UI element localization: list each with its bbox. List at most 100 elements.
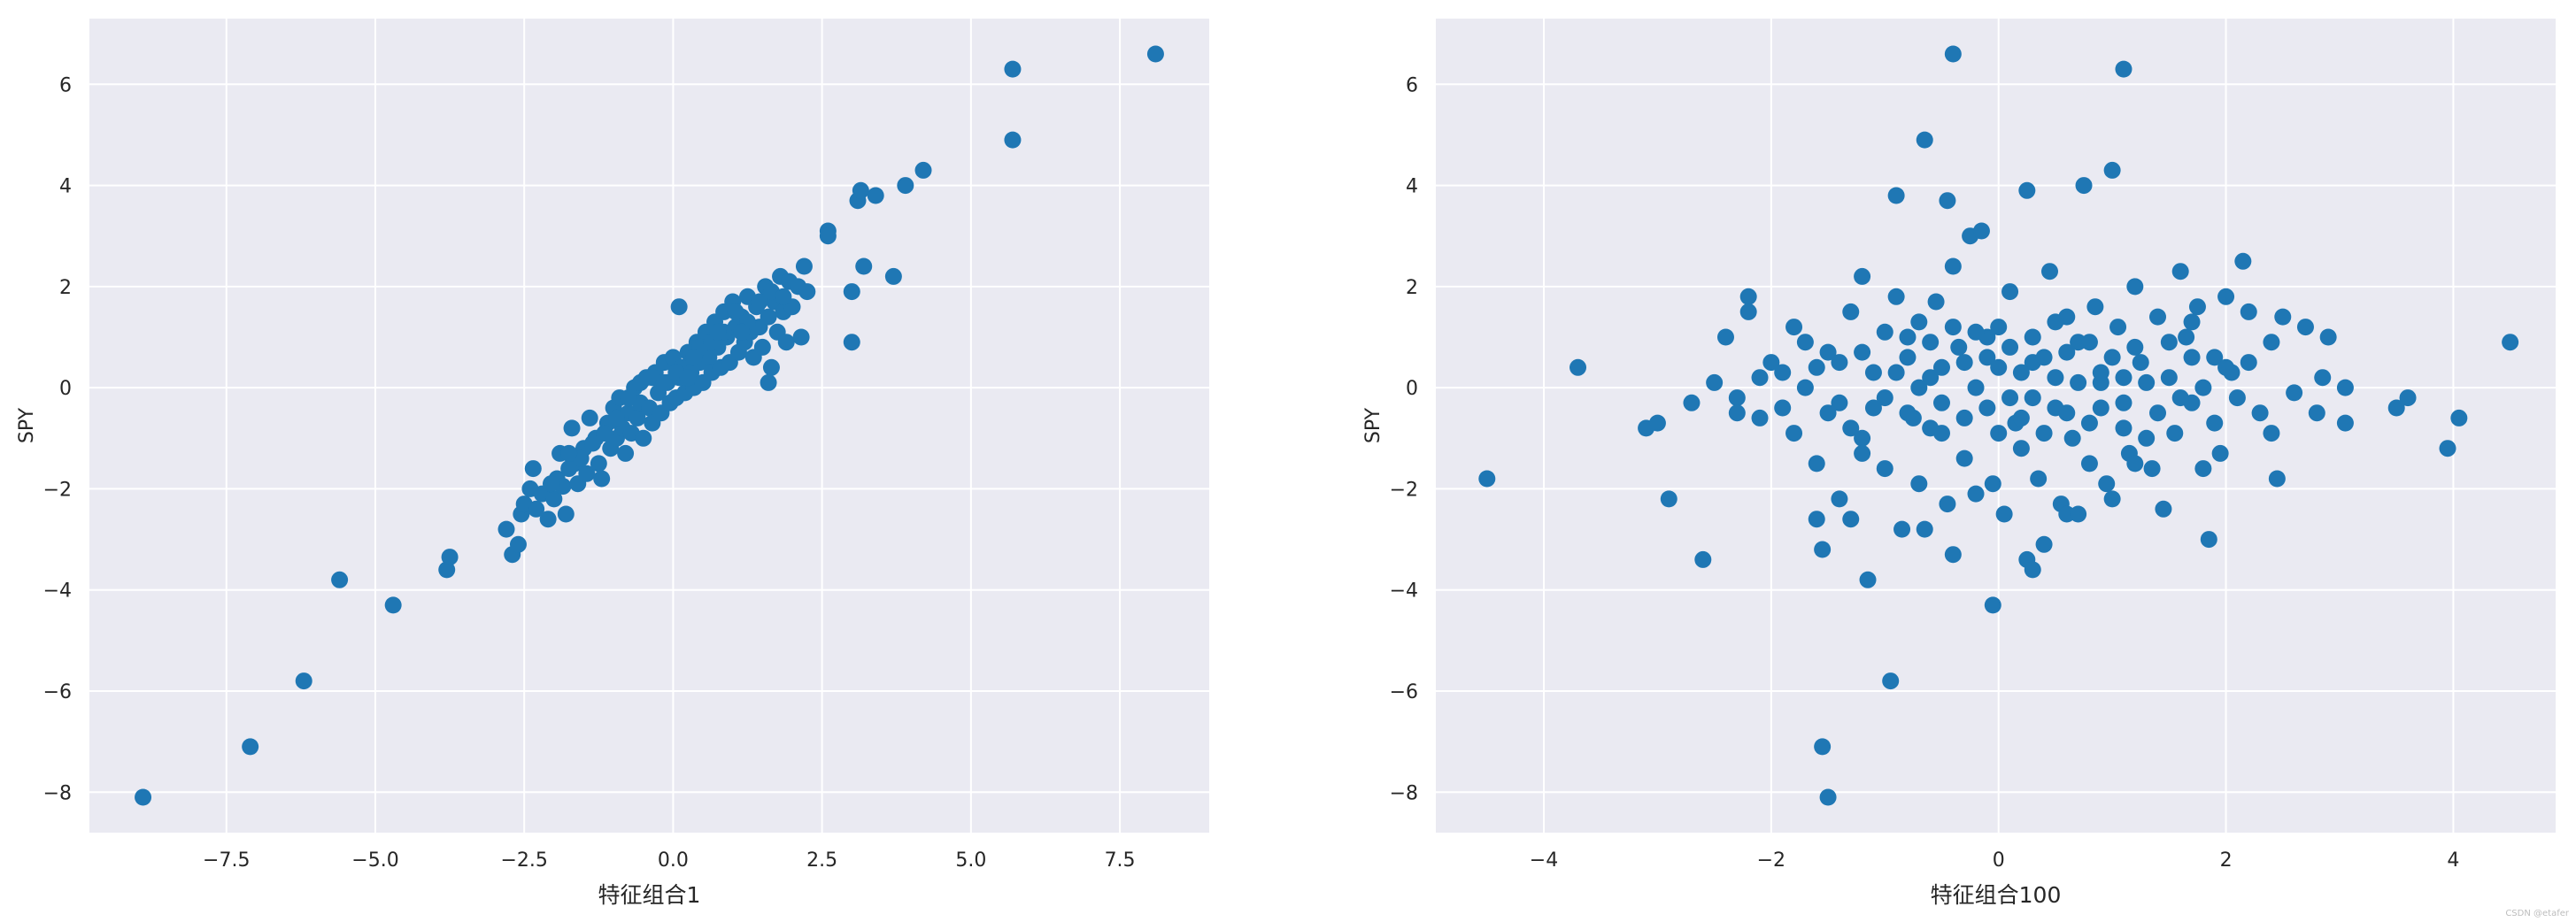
data-point — [2103, 349, 2121, 366]
data-point — [1984, 596, 2001, 614]
data-point — [2030, 470, 2048, 488]
data-point — [441, 549, 459, 566]
data-point — [2035, 349, 2053, 366]
data-point — [438, 561, 456, 579]
data-point — [2399, 389, 2417, 407]
data-point — [2001, 389, 2019, 407]
x-tick-label: 2.5 — [806, 849, 837, 872]
data-point — [2171, 389, 2189, 407]
data-point — [1922, 369, 1940, 387]
data-point — [2075, 177, 2093, 195]
data-point — [685, 349, 703, 366]
data-point — [1831, 490, 1848, 508]
x-tick-label: 0.0 — [658, 849, 689, 872]
data-point — [1967, 379, 1985, 396]
data-point — [2138, 429, 2156, 447]
data-point — [1967, 485, 1985, 503]
y-tick-label: −6 — [1390, 681, 1418, 703]
data-point — [2024, 389, 2041, 407]
data-point — [1972, 222, 1990, 240]
x-tick-label: 2 — [2220, 849, 2233, 872]
data-point — [2336, 379, 2354, 396]
data-point — [542, 475, 559, 493]
data-point — [2115, 419, 2133, 437]
data-point — [1876, 389, 1893, 407]
x-tick-label: 4 — [2447, 849, 2459, 872]
data-point — [670, 298, 688, 316]
data-point — [2063, 429, 2081, 447]
data-point — [2439, 440, 2456, 457]
data-point — [1842, 419, 1860, 437]
data-point — [2228, 389, 2246, 407]
y-tick-label: −4 — [1390, 580, 1418, 603]
scatter-points — [1478, 45, 2519, 806]
data-point — [2080, 455, 2098, 473]
data-point — [1842, 511, 1860, 528]
data-point — [1683, 394, 1701, 411]
data-point — [2183, 349, 2201, 366]
x-tick-label: −2.5 — [500, 849, 547, 872]
data-point — [1899, 328, 1917, 346]
data-point — [2103, 161, 2121, 179]
data-point — [2206, 349, 2224, 366]
data-point — [1978, 349, 1996, 366]
data-point — [2126, 338, 2144, 356]
x-axis-label: 特征组合1 — [598, 882, 701, 908]
data-point — [914, 161, 932, 179]
data-point — [2206, 414, 2224, 432]
data-point — [1854, 267, 1871, 285]
data-point — [1990, 425, 2008, 442]
y-tick-label: −8 — [1390, 782, 1418, 804]
y-tick-label: 0 — [1406, 378, 1418, 400]
data-point — [2387, 399, 2405, 417]
data-point — [2092, 364, 2109, 381]
y-tick-label: 4 — [1406, 176, 1418, 198]
data-point — [1796, 379, 1814, 396]
data-point — [760, 373, 777, 391]
data-point — [1995, 505, 2013, 523]
data-point — [2263, 334, 2280, 351]
data-point — [2035, 425, 2053, 442]
data-point — [1922, 419, 1940, 437]
data-point — [1876, 323, 1893, 341]
data-point — [539, 511, 557, 528]
x-tick-label: 0 — [1993, 849, 2005, 872]
data-point — [1990, 358, 2008, 376]
data-point — [1899, 404, 1917, 422]
data-point — [2450, 409, 2468, 426]
data-point — [2138, 373, 2156, 391]
data-point — [760, 308, 777, 326]
y-tick-label: −2 — [1390, 479, 1418, 501]
y-tick-label: −4 — [43, 580, 72, 603]
data-point — [775, 288, 792, 305]
data-point — [1785, 425, 1803, 442]
data-point — [1984, 475, 2001, 493]
data-point — [1910, 475, 1928, 493]
y-tick-label: −8 — [43, 782, 72, 804]
y-tick-label: 6 — [1406, 74, 1418, 96]
scatter-points — [135, 45, 1164, 806]
data-point — [524, 460, 542, 478]
data-point — [2183, 313, 2201, 331]
data-point — [1004, 131, 1022, 149]
data-point — [497, 520, 515, 538]
scatter-panel-left: −7.5 −5.0 −2.5 0.0 2.5 5.0 7.5 −8 −6 −4 −2 0 2 4 6 特征组合… — [16, 19, 1209, 908]
data-point — [1955, 449, 1973, 467]
data-point — [1864, 399, 1882, 417]
data-point — [852, 181, 869, 199]
data-point — [2080, 414, 2098, 432]
data-point — [2188, 298, 2206, 316]
data-point — [1694, 550, 1712, 568]
data-point — [2251, 404, 2269, 422]
data-point — [2240, 354, 2257, 372]
data-point — [1859, 571, 1877, 588]
data-point — [242, 738, 259, 756]
data-point — [2194, 460, 2212, 478]
data-point — [855, 257, 873, 275]
x-tick-label: −5.0 — [351, 849, 398, 872]
data-point — [795, 257, 813, 275]
data-point — [1762, 354, 1780, 372]
data-point — [2149, 308, 2167, 326]
data-point — [2274, 308, 2292, 326]
data-point — [2211, 444, 2229, 462]
